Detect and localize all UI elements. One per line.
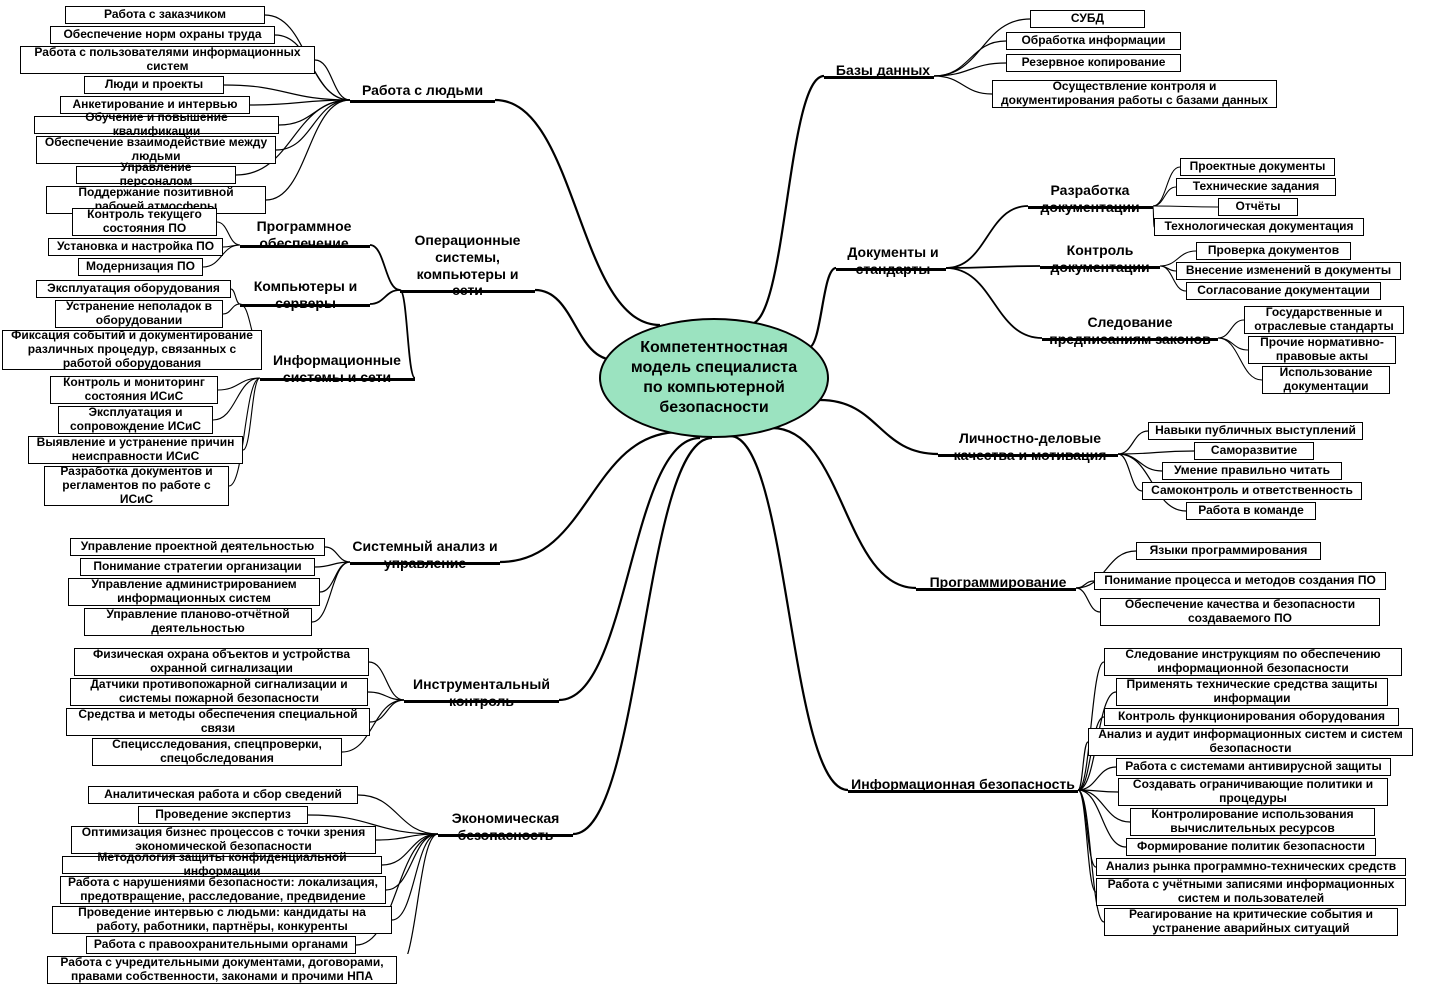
leaf-infosec-3: Анализ и аудит информационных систем и с… [1088, 728, 1413, 756]
leaf-isnet-1: Эксплуатация и сопровождение ИСиС [58, 406, 213, 434]
branch-label: Инструментальный контроль [404, 676, 559, 710]
leaf-sysanalysis-3: Управление планово-отчётной деятельность… [84, 608, 312, 636]
branch-underline [350, 100, 495, 103]
leaf-docdev-0: Проектные документы [1180, 158, 1335, 176]
leaf-instr-2: Средства и методы обеспечения специально… [66, 708, 370, 736]
center-node: Компетентностная модель специалиста по к… [599, 318, 829, 438]
leaf-laws-1: Прочие нормативно-правовые акты [1248, 336, 1396, 364]
leaf-infosec-0: Следование инструкциям по обеспечению ин… [1104, 648, 1402, 676]
leaf-econsec-5: Проведение интервью с людьми: кандидаты … [52, 906, 392, 934]
leaf-prog-0: Языки программирования [1136, 542, 1321, 560]
leaf-docdev-2: Отчёты [1218, 198, 1298, 216]
branch-underline [240, 245, 370, 248]
center-label: Компетентностная модель специалиста по к… [621, 338, 807, 418]
leaf-people-1: Обеспечение норм охраны труда [50, 26, 275, 44]
branch-underline [438, 834, 573, 837]
leaf-personal-2: Умение правильно читать [1162, 462, 1342, 480]
branch-label: Следование предписаниям законов [1044, 314, 1216, 348]
leaf-people-7: Управление персоналом [76, 166, 236, 184]
branch-underline [1028, 206, 1153, 209]
leaf-isnet-3: Разработка документов и регламентов по р… [44, 466, 229, 506]
leaf-prog-2: Обеспечение качества и безопасности созд… [1100, 598, 1380, 626]
leaf-sysanalysis-1: Понимание стратегии организации [80, 558, 315, 576]
leaf-personal-3: Самоконтроль и ответственность [1142, 482, 1362, 500]
leaf-people-2: Работа с пользователями информационных с… [20, 46, 315, 74]
leaf-prog-1: Понимание процесса и методов создания ПО [1094, 572, 1386, 590]
leaf-infosec-6: Контролирование использования вычислител… [1130, 808, 1375, 836]
branch-label: Системный анализ и управление [350, 538, 500, 572]
leaf-infosec-4: Работа с системами антивирусной защиты [1116, 758, 1391, 776]
leaf-instr-0: Физическая охрана объектов и устройства … [74, 648, 369, 676]
leaf-db-1: Обработка информации [1006, 32, 1181, 50]
branch-underline [240, 304, 370, 307]
leaf-infosec-7: Формирование политик безопасности [1126, 838, 1376, 856]
leaf-sw-0: Контроль текущего состояния ПО [72, 208, 217, 236]
branch-underline [916, 588, 1076, 591]
branch-underline [824, 76, 934, 79]
leaf-instr-1: Датчики противопожарной сигнализации и с… [70, 678, 368, 706]
branch-underline [260, 378, 415, 381]
leaf-docctrl-2: Согласование документации [1186, 282, 1381, 300]
leaf-econsec-6: Работа с правоохранительными органами [86, 936, 356, 954]
leaf-infosec-1: Применять технические средства защиты ин… [1116, 678, 1388, 706]
leaf-econsec-0: Аналитическая работа и сбор сведений [88, 786, 358, 804]
leaf-db-2: Резервное копирование [1006, 54, 1181, 72]
branch-label: Контроль документации [1044, 242, 1156, 276]
leaf-people-0: Работа с заказчиком [65, 6, 265, 24]
leaf-infosec-2: Контроль функционирования оборудования [1104, 708, 1399, 726]
leaf-hw-2: Фиксация событий и документирование разл… [2, 330, 262, 370]
branch-label: Документы и стандарты [838, 244, 948, 278]
branch-underline [1040, 266, 1160, 269]
branch-underline [1042, 338, 1218, 341]
branch-underline [350, 562, 500, 565]
leaf-econsec-7: Работа с учредительными документами, дог… [47, 956, 397, 984]
leaf-docdev-3: Технологическая документация [1154, 218, 1364, 236]
leaf-personal-1: Саморазвитие [1194, 442, 1314, 460]
branch-label: Работа с людьми [350, 82, 495, 99]
leaf-sysanalysis-2: Управление администрированием информацио… [68, 578, 320, 606]
leaf-sw-2: Модернизация ПО [78, 258, 203, 276]
leaf-personal-4: Работа в команде [1186, 502, 1316, 520]
branch-underline [938, 454, 1118, 457]
branch-underline [400, 290, 535, 293]
leaf-instr-3: Специсследования, спецпроверки, спецобсл… [92, 738, 342, 766]
branch-label: Экономическая безопасность [438, 810, 573, 844]
branch-label: Личностно-деловые качества и мотивация [940, 430, 1120, 464]
leaf-people-5: Обучение и повышение квалификации [34, 116, 279, 134]
leaf-infosec-8: Анализ рынка программно-технических сред… [1096, 858, 1406, 876]
leaf-isnet-2: Выявление и устранение причин неисправно… [28, 436, 243, 464]
leaf-docctrl-0: Проверка документов [1196, 242, 1351, 260]
branch-underline [836, 268, 946, 271]
branch-label: Разработка документации [1032, 182, 1148, 216]
leaf-people-3: Люди и проекты [84, 76, 224, 94]
leaf-personal-0: Навыки публичных выступлений [1148, 422, 1363, 440]
leaf-docctrl-1: Внесение изменений в документы [1176, 262, 1401, 280]
leaf-infosec-9: Работа с учётными записями информационны… [1096, 878, 1406, 906]
leaf-laws-2: Использование документации [1262, 366, 1390, 394]
leaf-docdev-1: Технические задания [1176, 178, 1336, 196]
leaf-isnet-0: Контроль и мониторинг состояния ИСиС [50, 376, 218, 404]
leaf-sw-1: Установка и настройка ПО [48, 238, 223, 256]
leaf-econsec-3: Методология защиты конфиденциальной инфо… [62, 856, 382, 874]
leaf-db-3: Осуществление контроля и документировани… [992, 80, 1277, 108]
leaf-db-0: СУБД [1030, 10, 1145, 28]
leaf-sysanalysis-0: Управление проектной деятельностью [70, 538, 325, 556]
leaf-hw-1: Устранение неполадок в оборудовании [55, 300, 223, 328]
leaf-econsec-4: Работа с нарушениями безопасности: локал… [60, 876, 386, 904]
leaf-infosec-10: Реагирование на критические события и ус… [1104, 908, 1398, 936]
leaf-laws-0: Государственные и отраслевые стандарты [1244, 306, 1404, 334]
leaf-hw-0: Эксплуатация оборудования [36, 280, 231, 298]
branch-underline [404, 700, 559, 703]
leaf-infosec-5: Создавать ограничивающие политики и проц… [1118, 778, 1388, 806]
leaf-econsec-1: Проведение экспертиз [138, 806, 308, 824]
branch-underline [848, 790, 1078, 793]
